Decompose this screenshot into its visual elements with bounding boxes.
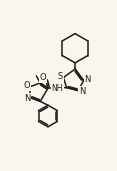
Text: NH: NH bbox=[51, 84, 63, 93]
Text: S: S bbox=[58, 72, 63, 81]
Text: O: O bbox=[39, 73, 46, 82]
Text: N: N bbox=[79, 87, 85, 96]
Text: N: N bbox=[84, 75, 91, 84]
Text: O: O bbox=[24, 81, 30, 90]
Text: N: N bbox=[24, 94, 30, 103]
